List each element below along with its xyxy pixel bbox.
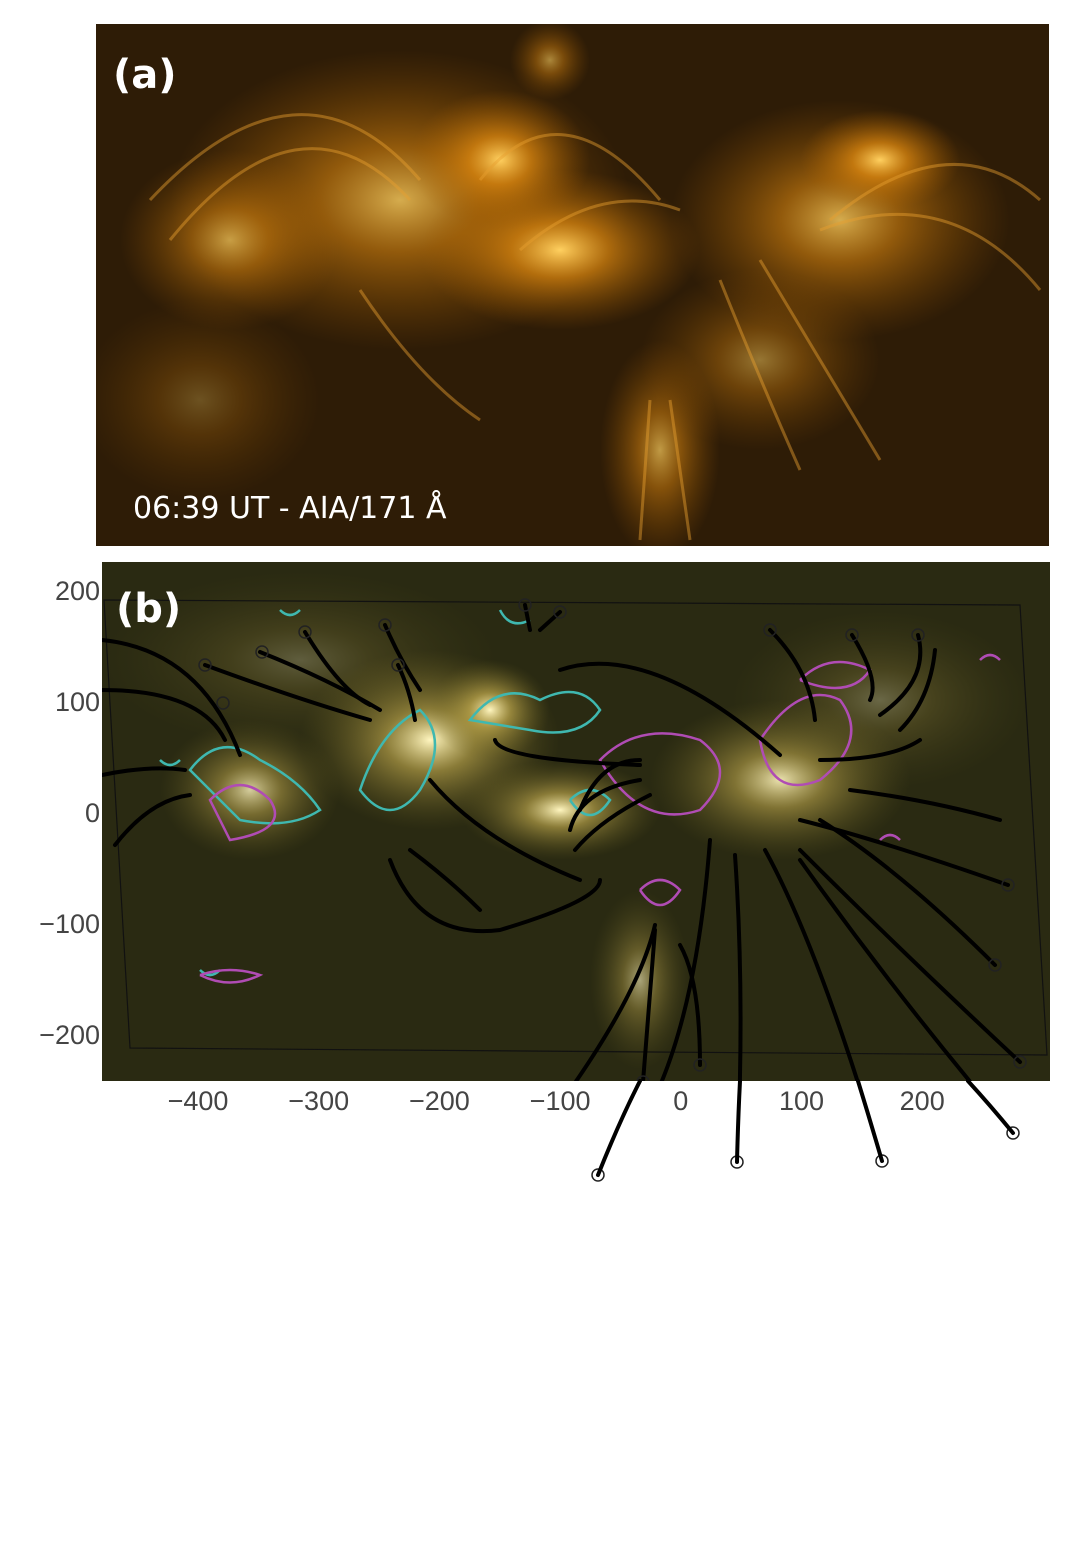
y-tick-label: 0	[85, 798, 100, 828]
panel-label: (b)	[116, 586, 181, 632]
y-tick-label: 100	[55, 687, 100, 717]
x-tick-label: 0	[673, 1086, 688, 1116]
field-line-map	[102, 562, 1050, 1081]
x-tick-label: −400	[168, 1086, 229, 1116]
y-tick-label: 200	[55, 576, 100, 606]
panel-label: (a)	[113, 52, 177, 98]
x-tick-label: 200	[900, 1086, 945, 1116]
x-tick-label: −200	[409, 1086, 470, 1116]
x-tick-label: −300	[288, 1086, 349, 1116]
y-tick-label: −200	[39, 1020, 100, 1050]
y-tick-label: −100	[39, 909, 100, 939]
aia-image	[96, 24, 1049, 546]
footpoints	[591, 1079, 1020, 1182]
image-caption: 06:39 UT - AIA/171 Å	[133, 490, 447, 526]
axis-ticks: −400 −300 −200 −100 0 100 200 200 100 0 −100 −200	[39, 576, 945, 1116]
x-tick-label: −100	[530, 1086, 591, 1116]
x-tick-label: 100	[779, 1086, 824, 1116]
